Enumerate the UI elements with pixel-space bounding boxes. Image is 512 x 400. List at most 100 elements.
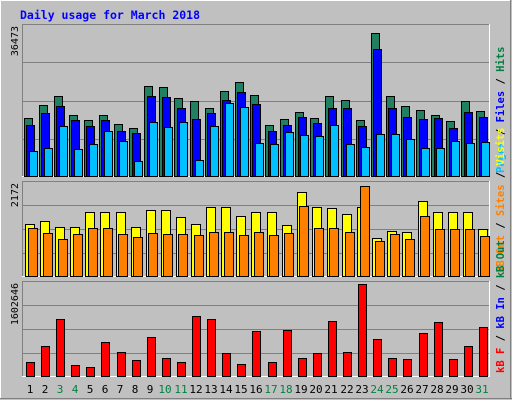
day-label: 19	[294, 383, 307, 396]
middle-bar-sites	[360, 186, 370, 277]
top-bar-pages	[285, 132, 294, 177]
middle-bar-sites	[329, 228, 339, 277]
day-label: 1	[27, 383, 34, 396]
top-bar-pages	[436, 148, 445, 177]
bottom-bar-kb-f	[117, 352, 126, 377]
day-label: 10	[158, 383, 171, 396]
bottom-bar-kb-f	[449, 359, 458, 377]
middle-legend: kB Out / Sites / Visits	[495, 128, 507, 273]
legend-entry: kB Out	[495, 240, 507, 278]
day-label: 25	[385, 383, 398, 396]
top-bar-pages	[59, 126, 68, 177]
bottom-bar-kb-f	[26, 362, 35, 377]
day-label: 20	[309, 383, 322, 396]
day-label: 24	[370, 383, 384, 396]
top-bar-pages	[406, 139, 415, 177]
middle-bar-sites	[254, 232, 264, 277]
middle-bar-sites	[269, 235, 279, 277]
day-label: 4	[72, 383, 79, 396]
middle-bar-sites	[28, 228, 38, 277]
legend-separator: /	[495, 278, 507, 297]
day-label: 28	[430, 383, 443, 396]
legend-entry: Pages	[495, 141, 507, 173]
middle-bar-sites	[435, 229, 445, 277]
day-label: 3	[57, 383, 64, 396]
middle-bar-sites	[43, 233, 53, 277]
day-label: 22	[340, 383, 353, 396]
top-bar-pages	[376, 134, 385, 177]
top-bar-pages	[225, 103, 234, 177]
top-bar-pages	[361, 147, 370, 177]
chart-title: Daily usage for March 2018	[20, 8, 200, 22]
top-bar-pages	[210, 126, 219, 177]
bottom-bar-kb-f	[222, 353, 231, 377]
top-bar-pages	[421, 148, 430, 177]
day-label: 11	[174, 383, 187, 396]
top-bar-pages	[179, 122, 188, 177]
middle-bar-sites	[239, 235, 249, 277]
day-label: 6	[102, 383, 109, 396]
legend-separator: /	[495, 166, 507, 185]
middle-bar-sites	[314, 228, 324, 277]
legend-entry: kB F	[495, 348, 507, 373]
legend-entry: Sites	[495, 184, 507, 216]
chart-panels: 36473 Pages / Files / Hits 2172 kB Out / Si…	[10, 24, 507, 377]
bottom-bar-kb-f	[313, 353, 322, 377]
bottom-bar-kb-f	[298, 358, 307, 377]
top-bar-pages	[466, 143, 475, 177]
bottom-bar-kb-f	[41, 346, 50, 377]
bottom-bar-kb-f	[162, 358, 171, 377]
bottom-legend: kB F / kB In / kB Out	[495, 240, 507, 373]
legend-separator: /	[495, 72, 507, 91]
middle-bar-sites	[390, 234, 400, 277]
middle-bar-sites	[465, 229, 475, 277]
top-bar-pages	[346, 144, 355, 177]
bottom-bar-kb-f	[207, 319, 216, 377]
top-bar-pages	[149, 122, 158, 177]
top-bar-pages	[195, 160, 204, 177]
top-bar-pages	[29, 151, 38, 177]
bottom-bar-kb-f	[71, 365, 80, 377]
top-bar-pages	[300, 135, 309, 177]
x-axis-day-labels: 1 2 3 4 5 6 7 8 9 10 11 12 13 14 15 16 17 18 19 20 21 22 23 24 2…	[27, 383, 489, 396]
day-label: 14	[219, 383, 233, 396]
middle-bar-sites	[148, 233, 158, 277]
day-label: 12	[189, 383, 202, 396]
middle-bar-sites	[88, 228, 98, 277]
bottom-bar-kb-f	[237, 364, 246, 377]
top-bar-pages	[255, 143, 264, 177]
bottom-bar-kb-f	[464, 346, 473, 377]
middle-bar-sites	[73, 234, 83, 277]
day-label: 9	[147, 383, 154, 396]
top-bar-pages	[240, 107, 249, 177]
day-label: 18	[279, 383, 292, 396]
day-label: 30	[460, 383, 473, 396]
day-label: 13	[204, 383, 217, 396]
bottom-max-label: 1602646	[10, 283, 21, 325]
day-label: 5	[87, 383, 94, 396]
bottom-bar-kb-f	[192, 316, 201, 377]
middle-bar-sites	[58, 239, 68, 277]
day-label: 26	[400, 383, 413, 396]
middle-bar-sites	[480, 236, 490, 277]
top-bar-pages	[451, 141, 460, 177]
day-label: 7	[117, 383, 124, 396]
legend-separator: /	[495, 329, 507, 348]
middle-bar-sites	[163, 234, 173, 277]
middle-bar-sites	[194, 235, 204, 277]
bottom-bar-kb-f	[373, 339, 382, 377]
top-bar-pages	[104, 131, 113, 177]
day-label: 16	[249, 383, 262, 396]
middle-bar-sites	[299, 206, 309, 277]
legend-entry: Visits	[495, 128, 507, 166]
legend-entry: kB Out	[495, 235, 507, 273]
bottom-bar-kb-f	[434, 322, 443, 377]
day-label: 15	[234, 383, 247, 396]
top-legend: Pages / Files / Hits	[495, 47, 507, 173]
middle-bar-sites	[118, 234, 128, 277]
day-label: 27	[415, 383, 428, 396]
legend-separator: /	[495, 122, 507, 141]
middle-bar-sites	[345, 232, 355, 277]
bottom-bar-kb-f	[343, 352, 352, 377]
middle-panel: 2172 kB Out / Sites / Visits	[10, 128, 507, 277]
